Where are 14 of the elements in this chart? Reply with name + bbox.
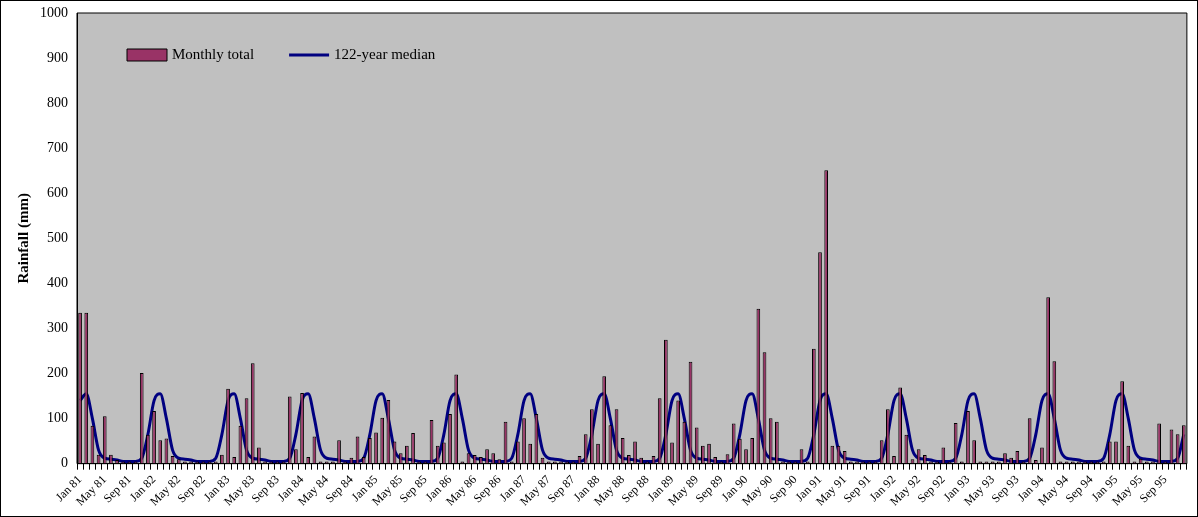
y-tick-label: 600 bbox=[47, 184, 68, 200]
y-tick-label: 500 bbox=[47, 230, 68, 245]
y-tick-label: 700 bbox=[47, 139, 68, 155]
y-axis-title: Rainfall (mm) bbox=[14, 193, 32, 284]
y-tick-label: 100 bbox=[47, 410, 68, 426]
y-tick-label: 800 bbox=[47, 94, 68, 110]
y-tick-label: 900 bbox=[47, 49, 68, 65]
y-tick-label: 300 bbox=[47, 320, 68, 336]
legend-label: 122-year median bbox=[334, 45, 436, 62]
y-tick-label: 1000 bbox=[40, 4, 68, 20]
legend-label: Monthly total bbox=[172, 45, 255, 62]
y-tick-label: 0 bbox=[61, 455, 68, 471]
y-tick-label: 400 bbox=[47, 275, 68, 291]
y-tick-label: 200 bbox=[47, 365, 68, 381]
